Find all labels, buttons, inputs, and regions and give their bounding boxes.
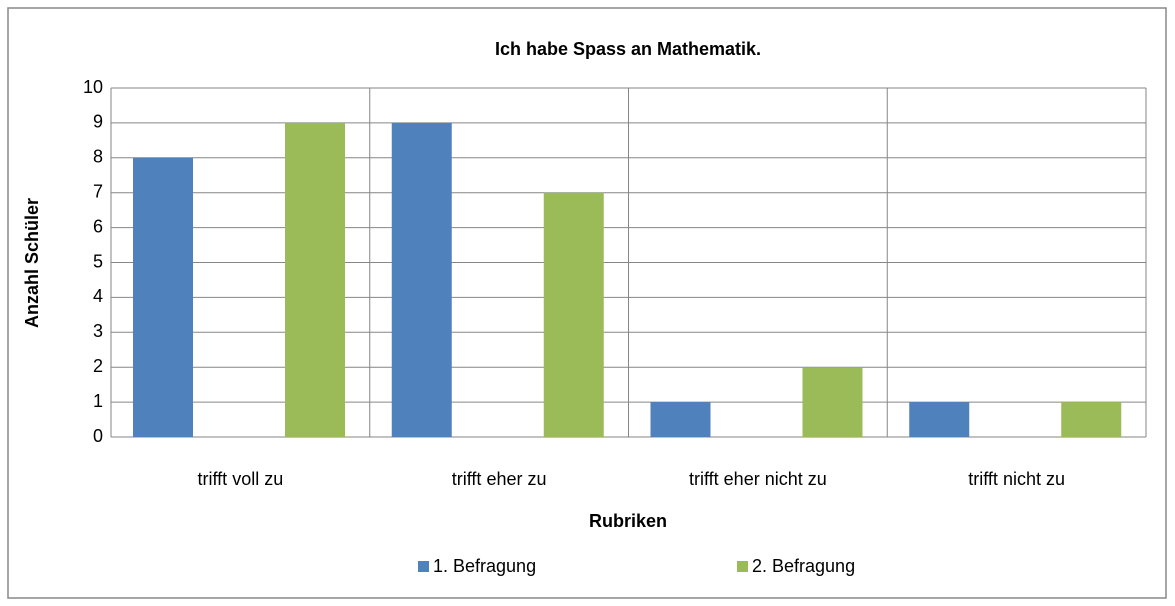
x-axis-title: Rubriken bbox=[589, 511, 667, 531]
y-tick-label: 2 bbox=[93, 356, 103, 376]
x-tick-label: trifft eher nicht zu bbox=[689, 469, 827, 489]
chart-title: Ich habe Spass an Mathematik. bbox=[495, 39, 761, 59]
legend-label: 2. Befragung bbox=[752, 556, 855, 576]
legend-label: 1. Befragung bbox=[433, 556, 536, 576]
y-tick-label: 6 bbox=[93, 216, 103, 236]
bar bbox=[909, 402, 970, 437]
x-tick-label: trifft voll zu bbox=[198, 469, 284, 489]
y-tick-label: 10 bbox=[83, 77, 103, 97]
y-tick-label: 5 bbox=[93, 251, 103, 271]
legend-swatch bbox=[418, 561, 429, 572]
bar bbox=[543, 192, 604, 437]
bar bbox=[1061, 402, 1122, 437]
y-tick-label: 3 bbox=[93, 321, 103, 341]
y-tick-label: 0 bbox=[93, 426, 103, 446]
y-axis-title: Anzahl Schüler bbox=[22, 198, 42, 328]
legend-swatch bbox=[737, 561, 748, 572]
bar bbox=[285, 122, 345, 438]
bar bbox=[802, 367, 863, 437]
y-tick-label: 9 bbox=[93, 112, 103, 132]
x-tick-label: trifft nicht zu bbox=[968, 469, 1065, 489]
bar bbox=[133, 157, 193, 438]
y-tick-label: 7 bbox=[93, 181, 103, 201]
x-tick-label: trifft eher zu bbox=[452, 469, 547, 489]
y-tick-label: 4 bbox=[93, 286, 103, 306]
y-tick-label: 1 bbox=[93, 391, 103, 411]
bar bbox=[650, 402, 711, 437]
bar bbox=[391, 122, 452, 438]
y-tick-label: 8 bbox=[93, 147, 103, 167]
